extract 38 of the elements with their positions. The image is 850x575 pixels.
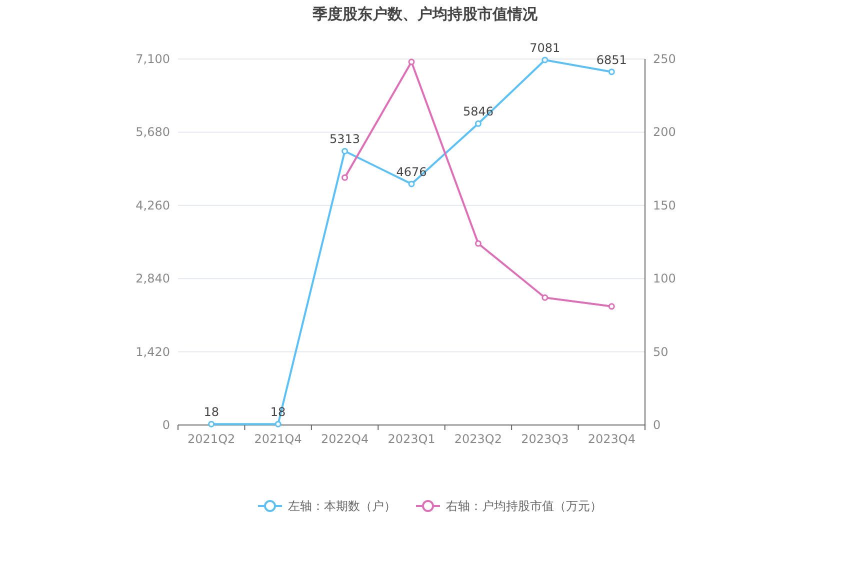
x-tick-label: 2023Q3 xyxy=(521,432,569,446)
x-tick-label: 2023Q2 xyxy=(454,432,502,446)
x-tick-label: 2023Q4 xyxy=(588,432,636,446)
y-tick-label: 7,100 xyxy=(136,52,170,66)
point xyxy=(408,58,415,66)
point xyxy=(274,420,282,428)
y2-tick-label: 50 xyxy=(653,344,668,359)
point xyxy=(608,303,615,310)
point xyxy=(474,120,482,127)
x-tick-label: 2023Q1 xyxy=(388,432,436,446)
data-label: 6851 xyxy=(596,52,627,67)
point xyxy=(608,68,615,76)
y2-tick-label: 250 xyxy=(653,52,676,66)
data-label: 5313 xyxy=(330,132,360,146)
chart-title: 季度股东户数、户均持股市值情况 xyxy=(312,5,538,23)
y2-tick-label: 200 xyxy=(653,125,676,140)
y-tick-label: 2,840 xyxy=(136,272,170,286)
point xyxy=(408,180,415,188)
y-tick-label: 5,680 xyxy=(136,125,170,140)
data-label: 7081 xyxy=(530,40,560,55)
x-tick-label: 2021Q2 xyxy=(188,432,236,446)
x-tick-label: 2021Q4 xyxy=(254,432,302,446)
legend-label: 右轴：户均持股市值（万元） xyxy=(446,499,602,513)
y-tick-label: 0 xyxy=(162,418,170,432)
point xyxy=(474,240,482,247)
y2-tick-label: 100 xyxy=(653,272,676,286)
data-label: 18 xyxy=(204,405,219,420)
legend-label: 左轴：本期数（户） xyxy=(288,499,396,513)
point xyxy=(542,56,548,64)
x-tick-label: 2022Q4 xyxy=(320,432,369,446)
y2-tick-label: 150 xyxy=(653,198,676,212)
y2-tick-label: 0 xyxy=(653,418,661,432)
point xyxy=(342,148,348,154)
point xyxy=(542,294,548,301)
point xyxy=(208,420,215,428)
y-tick-label: 4,260 xyxy=(136,198,170,212)
y-tick-label: 1,420 xyxy=(136,344,170,359)
point xyxy=(342,174,348,181)
